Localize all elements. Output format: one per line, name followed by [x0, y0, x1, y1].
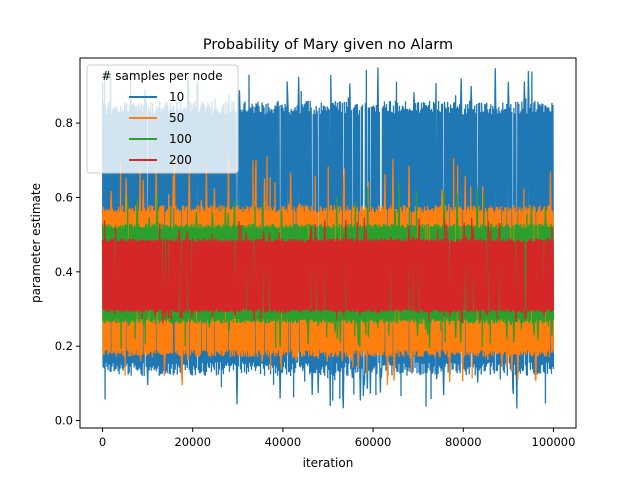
x-tick-label: 80000 [445, 435, 482, 449]
legend-label-100: 100 [169, 132, 192, 146]
series-200-line [101, 217, 555, 324]
chart-title: Probability of Mary given no Alarm [203, 37, 453, 53]
x-tick-label: 100000 [532, 435, 576, 449]
x-tick-label: 20000 [174, 435, 211, 449]
x-tick-label: 40000 [265, 435, 302, 449]
y-tick-label: 0.2 [55, 339, 73, 353]
y-tick-label: 0.0 [55, 414, 73, 428]
y-tick-label: 0.8 [55, 116, 73, 130]
x-axis-label: iteration [303, 456, 354, 470]
x-tick-label: 60000 [355, 435, 392, 449]
legend-label-200: 200 [169, 153, 192, 167]
x-tick-label: 0 [99, 435, 106, 449]
legend-label-10: 10 [169, 90, 184, 104]
y-axis: 0.0 0.2 0.4 0.6 0.8 [55, 116, 80, 428]
y-axis-label: parameter estimate [29, 183, 43, 303]
legend-box [86, 64, 239, 174]
legend: # samples per node 10 50 100 200 [86, 64, 239, 174]
y-tick-label: 0.6 [55, 190, 73, 204]
legend-label-50: 50 [169, 111, 184, 125]
y-tick-label: 0.4 [55, 265, 73, 279]
plot-frame [79, 57, 577, 429]
legend-title: # samples per node [101, 69, 222, 83]
x-axis: 0 20000 40000 60000 80000 100000 [99, 428, 576, 449]
